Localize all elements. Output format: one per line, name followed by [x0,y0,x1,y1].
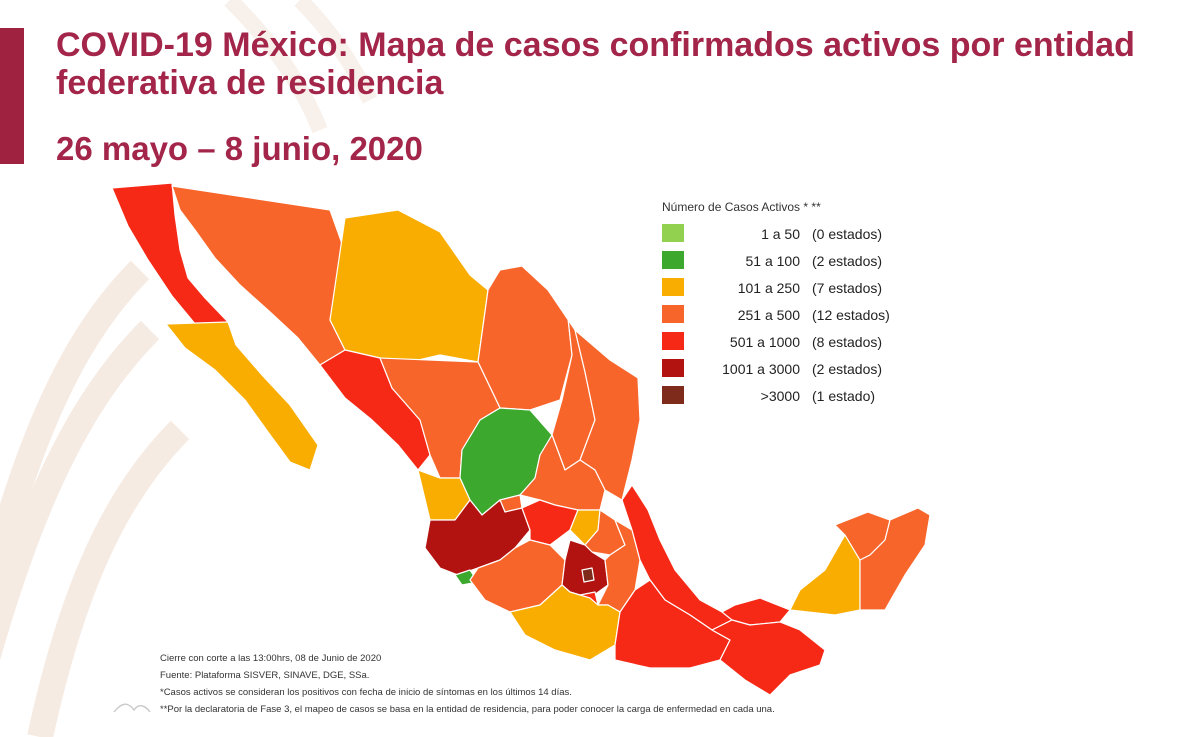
legend-range: 1001 a 3000 [722,361,800,377]
footnote-phase3: **Por la declaratoria de Fase 3, el mape… [160,704,775,715]
map-legend: Número de Casos Activos * ** 1 a 50 (0 e… [662,200,942,409]
state-ciudad-de-mexico [581,567,595,583]
legend-count: (2 estados) [812,361,883,377]
footnote-cutoff: Cierre con corte a las 13:00hrs, 08 de J… [160,653,382,664]
legend-swatch [662,251,684,269]
legend-swatch [662,386,684,404]
state-chiapas [711,619,826,696]
page-title: COVID-19 México: Mapa de casos confirmad… [56,26,1135,102]
legend-count: (8 estados) [812,334,883,350]
state-baja-california-sur [165,321,319,471]
legend-item: >3000 (1 estado) [662,382,942,409]
state-coahuila [477,265,573,411]
footnotes: Cierre con corte a las 13:00hrs, 08 de J… [160,650,920,718]
footnote-active-cases: *Casos activos se consideran los positiv… [160,687,572,698]
legend-count: (1 estado) [812,388,876,404]
legend-title: Número de Casos Activos * ** [662,200,821,214]
accent-bar [0,28,24,164]
legend-count: (12 estados) [812,307,890,323]
legend-item: 51 a 100 (2 estados) [662,247,942,274]
legend-range: 101 a 250 [737,280,800,296]
legend-swatch [662,332,684,350]
legend-swatch [662,359,684,377]
legend-range: >3000 [760,388,800,404]
legend-item: 1001 a 3000 (2 estados) [662,355,942,382]
legend-range: 501 a 1000 [729,334,800,350]
state-baja-california [111,182,229,326]
legend-range: 1 a 50 [761,226,800,242]
legend-swatch [662,278,684,296]
legend-item: 501 a 1000 (8 estados) [662,328,942,355]
state-guerrero [509,584,621,661]
legend-count: (0 estados) [812,226,883,242]
legend-swatch [662,224,684,242]
legend-range: 51 a 100 [745,253,801,269]
legend-item: 101 a 250 (7 estados) [662,274,942,301]
legend-swatch [662,305,684,323]
state-quintana-roo [859,507,931,611]
decorative-curve-icon [113,703,151,713]
legend-item: 251 a 500 (12 estados) [662,301,942,328]
legend-count: (7 estados) [812,280,883,296]
state-campeche [789,534,861,616]
state-chihuahua [329,209,489,363]
date-range: 26 mayo – 8 junio, 2020 [56,130,423,167]
legend-count: (2 estados) [812,253,883,269]
footnote-source: Fuente: Plataforma SISVER, SINAVE, DGE, … [160,670,370,681]
legend-item: 1 a 50 (0 estados) [662,220,942,247]
mexico-map [111,182,931,696]
state-tamaulipas [574,329,641,501]
legend-range: 251 a 500 [737,307,800,323]
